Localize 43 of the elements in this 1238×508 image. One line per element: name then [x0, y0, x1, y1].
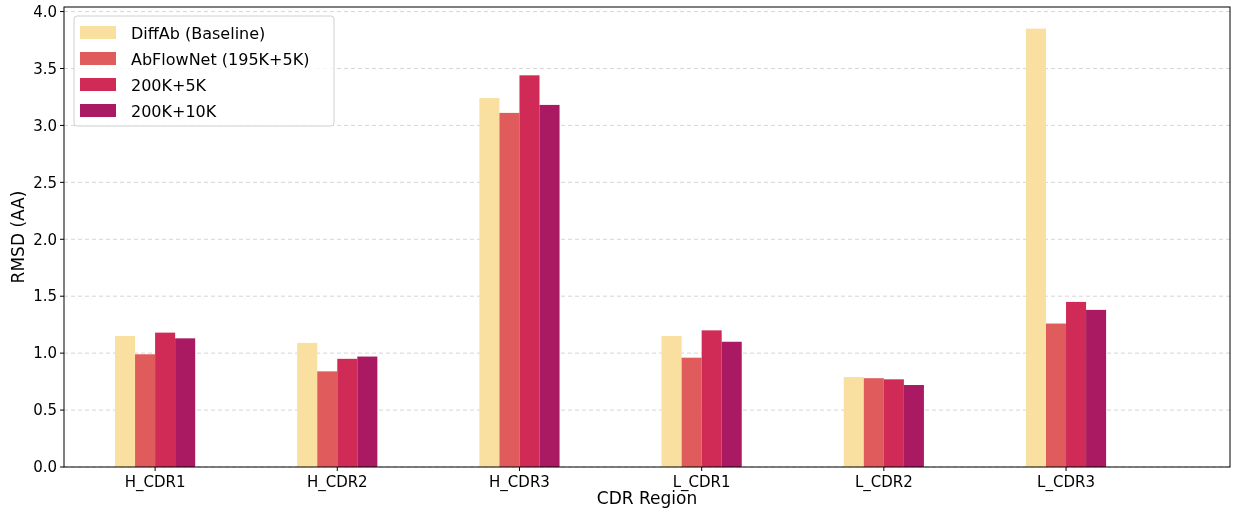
bar: [175, 338, 196, 467]
bar: [1045, 323, 1067, 467]
bar: [539, 104, 560, 467]
bar: [499, 112, 520, 467]
bar: [721, 341, 742, 467]
bar: [479, 98, 500, 467]
bar: [155, 332, 176, 467]
x-tick-label: L_CDR2: [854, 473, 913, 492]
bar: [357, 356, 378, 467]
bar: [701, 330, 722, 467]
bar: [519, 75, 540, 467]
bar: [843, 377, 864, 467]
y-tick-label: 4.0: [33, 2, 57, 21]
y-tick-label: 2.0: [33, 230, 57, 249]
bar: [661, 336, 682, 467]
bar: [1025, 28, 1046, 467]
y-tick-label: 1.0: [33, 344, 57, 363]
x-tick-label: H_CDR3: [489, 473, 550, 492]
legend-label: 200K+5K: [131, 75, 207, 95]
x-tick-label: H_CDR1: [124, 473, 186, 492]
bar: [317, 371, 338, 467]
legend-label: AbFlowNet (195K+5K): [131, 49, 310, 69]
legend-label: DiffAb (Baseline): [131, 23, 266, 43]
bar: [1066, 301, 1087, 467]
y-tick-label: 0.0: [33, 458, 57, 477]
bar: [883, 379, 904, 467]
bar: [1086, 309, 1107, 467]
y-tick-label: 0.5: [33, 401, 57, 420]
y-tick-label: 2.5: [33, 173, 57, 192]
y-tick-label: 3.0: [33, 116, 57, 135]
bar: [863, 378, 884, 467]
x-tick-label: H_CDR2: [306, 473, 368, 492]
bar: [681, 357, 702, 467]
x-tick-label: L_CDR3: [1037, 473, 1095, 492]
y-axis-title: RMSD (AA): [8, 190, 28, 284]
bar: [135, 354, 156, 467]
y-tick-label: 1.5: [33, 287, 57, 306]
y-tick-label: 3.5: [33, 59, 57, 78]
bar: [297, 342, 318, 467]
bar: [337, 358, 358, 467]
bar: [115, 336, 136, 467]
bar: [903, 385, 924, 467]
legend-label: 200K+10K: [131, 101, 217, 121]
